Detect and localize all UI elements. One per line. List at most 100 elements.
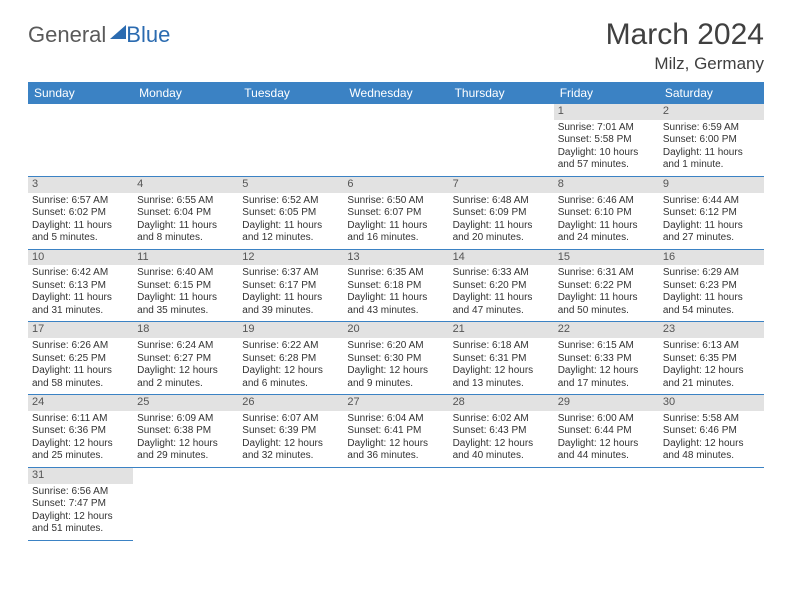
cell-sunset: Sunset: 5:58 PM — [558, 134, 655, 147]
cell-day2: and 31 minutes. — [32, 305, 129, 318]
cell-day2: and 40 minutes. — [453, 450, 550, 463]
cell-sunset: Sunset: 6:46 PM — [663, 425, 760, 438]
dow-sunday: Sunday — [28, 82, 133, 104]
cell-day2: and 50 minutes. — [558, 305, 655, 318]
cell-sunset: Sunset: 6:41 PM — [347, 425, 444, 438]
cell-day1: Daylight: 11 hours — [558, 220, 655, 233]
cell-day1: Daylight: 11 hours — [453, 292, 550, 305]
cell-sunset: Sunset: 6:31 PM — [453, 353, 550, 366]
calendar-cell: 22Sunrise: 6:15 AMSunset: 6:33 PMDayligh… — [554, 322, 659, 395]
dow-saturday: Saturday — [659, 82, 764, 104]
cell-day1: Daylight: 11 hours — [347, 292, 444, 305]
calendar-cell: 5Sunrise: 6:52 AMSunset: 6:05 PMDaylight… — [238, 176, 343, 249]
calendar-cell: 4Sunrise: 6:55 AMSunset: 6:04 PMDaylight… — [133, 176, 238, 249]
calendar-cell — [28, 104, 133, 176]
cell-day2: and 44 minutes. — [558, 450, 655, 463]
cell-day1: Daylight: 12 hours — [137, 365, 234, 378]
cell-day2: and 43 minutes. — [347, 305, 444, 318]
cell-day1: Daylight: 11 hours — [663, 292, 760, 305]
calendar-cell — [238, 104, 343, 176]
day-number: 16 — [659, 250, 764, 266]
cell-sunrise: Sunrise: 6:56 AM — [32, 486, 129, 499]
cell-sunrise: Sunrise: 6:31 AM — [558, 267, 655, 280]
cell-sunset: Sunset: 6:22 PM — [558, 280, 655, 293]
calendar-cell — [343, 467, 448, 540]
cell-day1: Daylight: 12 hours — [137, 438, 234, 451]
cell-sunrise: Sunrise: 6:57 AM — [32, 195, 129, 208]
cell-sunset: Sunset: 6:44 PM — [558, 425, 655, 438]
cell-sunrise: Sunrise: 6:48 AM — [453, 195, 550, 208]
dow-tuesday: Tuesday — [238, 82, 343, 104]
calendar-cell: 1Sunrise: 7:01 AMSunset: 5:58 PMDaylight… — [554, 104, 659, 176]
calendar-body: 1Sunrise: 7:01 AMSunset: 5:58 PMDaylight… — [28, 104, 764, 540]
calendar-cell: 24Sunrise: 6:11 AMSunset: 6:36 PMDayligh… — [28, 395, 133, 468]
day-number: 26 — [238, 395, 343, 411]
cell-day1: Daylight: 11 hours — [242, 220, 339, 233]
calendar-cell: 8Sunrise: 6:46 AMSunset: 6:10 PMDaylight… — [554, 176, 659, 249]
cell-sunset: Sunset: 6:20 PM — [453, 280, 550, 293]
cell-day1: Daylight: 12 hours — [663, 438, 760, 451]
cell-day2: and 48 minutes. — [663, 450, 760, 463]
cell-day1: Daylight: 12 hours — [32, 438, 129, 451]
cell-sunset: Sunset: 6:36 PM — [32, 425, 129, 438]
calendar-cell: 21Sunrise: 6:18 AMSunset: 6:31 PMDayligh… — [449, 322, 554, 395]
cell-sunset: Sunset: 6:07 PM — [347, 207, 444, 220]
day-number: 7 — [449, 177, 554, 193]
cell-day1: Daylight: 11 hours — [453, 220, 550, 233]
day-number: 23 — [659, 322, 764, 338]
calendar-cell: 26Sunrise: 6:07 AMSunset: 6:39 PMDayligh… — [238, 395, 343, 468]
cell-day1: Daylight: 11 hours — [558, 292, 655, 305]
cell-sunrise: Sunrise: 6:24 AM — [137, 340, 234, 353]
cell-sunset: Sunset: 6:09 PM — [453, 207, 550, 220]
calendar-cell: 10Sunrise: 6:42 AMSunset: 6:13 PMDayligh… — [28, 249, 133, 322]
calendar-cell: 20Sunrise: 6:20 AMSunset: 6:30 PMDayligh… — [343, 322, 448, 395]
cell-sunrise: Sunrise: 6:50 AM — [347, 195, 444, 208]
cell-day1: Daylight: 12 hours — [663, 365, 760, 378]
cell-sunrise: Sunrise: 6:20 AM — [347, 340, 444, 353]
cell-sunrise: Sunrise: 6:02 AM — [453, 413, 550, 426]
day-number: 27 — [343, 395, 448, 411]
day-number: 24 — [28, 395, 133, 411]
cell-day2: and 6 minutes. — [242, 378, 339, 391]
title-block: March 2024 Milz, Germany — [606, 18, 764, 74]
cell-day2: and 12 minutes. — [242, 232, 339, 245]
day-number: 8 — [554, 177, 659, 193]
cell-sunrise: Sunrise: 6:18 AM — [453, 340, 550, 353]
cell-day2: and 57 minutes. — [558, 159, 655, 172]
calendar-cell: 12Sunrise: 6:37 AMSunset: 6:17 PMDayligh… — [238, 249, 343, 322]
cell-day1: Daylight: 12 hours — [347, 365, 444, 378]
calendar-cell: 18Sunrise: 6:24 AMSunset: 6:27 PMDayligh… — [133, 322, 238, 395]
cell-sunset: Sunset: 6:15 PM — [137, 280, 234, 293]
calendar-cell — [659, 467, 764, 540]
cell-sunset: Sunset: 7:47 PM — [32, 498, 129, 511]
day-number: 9 — [659, 177, 764, 193]
cell-sunset: Sunset: 6:12 PM — [663, 207, 760, 220]
dow-monday: Monday — [133, 82, 238, 104]
cell-sunrise: Sunrise: 6:55 AM — [137, 195, 234, 208]
cell-day2: and 39 minutes. — [242, 305, 339, 318]
day-number: 6 — [343, 177, 448, 193]
cell-sunrise: Sunrise: 6:07 AM — [242, 413, 339, 426]
cell-sunset: Sunset: 6:10 PM — [558, 207, 655, 220]
cell-sunset: Sunset: 6:13 PM — [32, 280, 129, 293]
calendar-cell: 19Sunrise: 6:22 AMSunset: 6:28 PMDayligh… — [238, 322, 343, 395]
calendar-row: 31Sunrise: 6:56 AMSunset: 7:47 PMDayligh… — [28, 467, 764, 540]
cell-day1: Daylight: 11 hours — [242, 292, 339, 305]
calendar-cell: 6Sunrise: 6:50 AMSunset: 6:07 PMDaylight… — [343, 176, 448, 249]
cell-day1: Daylight: 11 hours — [32, 220, 129, 233]
page-subtitle: Milz, Germany — [606, 54, 764, 74]
calendar-cell: 27Sunrise: 6:04 AMSunset: 6:41 PMDayligh… — [343, 395, 448, 468]
day-number: 2 — [659, 104, 764, 120]
cell-day1: Daylight: 12 hours — [558, 438, 655, 451]
cell-day2: and 29 minutes. — [137, 450, 234, 463]
calendar-cell: 2Sunrise: 6:59 AMSunset: 6:00 PMDaylight… — [659, 104, 764, 176]
calendar-cell — [554, 467, 659, 540]
header: General Blue March 2024 Milz, Germany — [28, 18, 764, 74]
cell-day1: Daylight: 12 hours — [558, 365, 655, 378]
page-title: March 2024 — [606, 18, 764, 52]
cell-day2: and 1 minute. — [663, 159, 760, 172]
cell-sunset: Sunset: 6:33 PM — [558, 353, 655, 366]
calendar-cell: 31Sunrise: 6:56 AMSunset: 7:47 PMDayligh… — [28, 467, 133, 540]
day-number: 20 — [343, 322, 448, 338]
cell-sunset: Sunset: 6:23 PM — [663, 280, 760, 293]
